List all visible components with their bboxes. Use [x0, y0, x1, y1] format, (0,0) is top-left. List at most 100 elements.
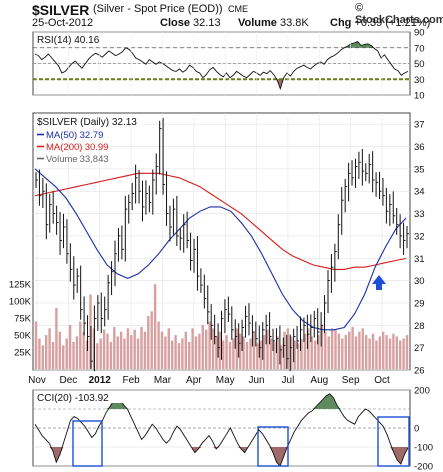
- price-tick-label: 31: [414, 254, 425, 265]
- volume-bar: [245, 341, 249, 369]
- volume-bar: [68, 324, 72, 369]
- x-tick-label: Aug: [310, 375, 328, 386]
- x-tick-label: Nov: [28, 375, 46, 386]
- chg-value: +0.39 (+1.21%): [354, 17, 431, 29]
- ma50-line: [34, 168, 407, 331]
- volume-legend-name: Volume: [46, 154, 78, 165]
- volume-bar: [160, 331, 164, 369]
- annotation-box: [377, 416, 410, 467]
- volume-bar: [273, 341, 276, 369]
- price-tick-label: 27: [414, 343, 425, 354]
- volume-bar: [150, 311, 153, 369]
- volume-bar: [313, 340, 317, 369]
- price-legend-title: $SILVER (Daily) 32.13: [37, 117, 137, 128]
- x-tick-label: Oct: [374, 375, 390, 386]
- volume-bar: [361, 328, 364, 369]
- annotation-box: [257, 426, 289, 467]
- volume-bar: [368, 338, 371, 369]
- rsi-tick-label: 10: [414, 91, 425, 102]
- volume-bar: [378, 336, 381, 369]
- volume-bar: [239, 333, 242, 369]
- volume-bar: [371, 333, 375, 369]
- volume-bar: [303, 333, 307, 369]
- volume-bar: [157, 321, 160, 369]
- x-tick-label: Jul: [282, 375, 295, 386]
- rsi-legend-bg: [35, 34, 133, 45]
- volume-bar: [252, 331, 256, 369]
- volume-bar: [130, 335, 133, 369]
- volume-bar: [351, 326, 354, 369]
- volume-bar: [218, 331, 221, 369]
- volume-legend-value: 33,843: [80, 154, 109, 165]
- volume-bar: [133, 329, 136, 369]
- ma200-line: [34, 172, 407, 270]
- annotation-arrow-icon: [372, 275, 386, 290]
- volume-bar: [188, 341, 191, 369]
- instrument-name: (Silver - Spot Price (EOD)): [93, 3, 223, 15]
- volume-bar: [262, 335, 266, 369]
- volume-readout: Volume 33.8K: [238, 17, 309, 29]
- volume-bar: [283, 331, 286, 369]
- volume-bar: [249, 338, 252, 369]
- volume-bar: [341, 338, 344, 369]
- price-tick-label: 30: [414, 276, 425, 287]
- volume-bar: [330, 328, 334, 369]
- price-tick-label: 28: [414, 321, 425, 332]
- volume-bar: [153, 284, 157, 369]
- volume-bar: [143, 331, 147, 369]
- volume-bar: [242, 336, 245, 369]
- volume-bar: [225, 335, 228, 369]
- volume-bar: [191, 328, 194, 369]
- price-tick-label: 26: [414, 366, 425, 377]
- volume-bar: [65, 338, 68, 369]
- volume-bar: [354, 336, 358, 369]
- volume-bar: [293, 340, 296, 369]
- volume-bar: [126, 328, 130, 369]
- x-tick-label: May: [216, 375, 235, 386]
- volume-bar: [375, 340, 378, 369]
- volume-bar: [116, 336, 119, 369]
- date: 25-Oct-2012: [32, 17, 94, 29]
- x-tick-label: Jun: [249, 375, 265, 386]
- cci-legend-bg: [35, 392, 135, 403]
- close-value: 32.13: [193, 17, 221, 29]
- volume-bar: [174, 335, 177, 369]
- volume-bar: [119, 331, 123, 369]
- cci-tick-label: 200: [414, 386, 430, 397]
- volume-bar: [324, 331, 327, 369]
- volume-bars: [34, 284, 409, 370]
- volume-bar: [392, 333, 395, 369]
- volume-bar: [327, 336, 330, 369]
- volume-bar: [123, 338, 126, 369]
- chart-header: $SILVER (Silver - Spot Price (EOD)) CME …: [0, 0, 443, 30]
- ma50-legend-value: 32.79: [80, 130, 104, 141]
- volume-bar: [136, 338, 140, 369]
- volume-bar: [58, 331, 61, 369]
- x-tick-label: Mar: [154, 375, 172, 386]
- volume-bar: [310, 336, 313, 369]
- volume-bar: [395, 336, 398, 369]
- volume-bar: [228, 341, 232, 369]
- volume-bar: [266, 329, 269, 369]
- volume-bar: [106, 333, 109, 369]
- price-tick-label: 29: [414, 298, 425, 309]
- volume-bar: [34, 321, 38, 369]
- volume-bar: [75, 336, 79, 369]
- volume-bar: [72, 341, 75, 369]
- price-tick-label: 37: [414, 120, 425, 131]
- cci-tick-label: -200: [414, 462, 433, 472]
- volume-bar: [259, 340, 262, 369]
- change-readout: Chg +0.39 (+1.21%): [330, 17, 430, 29]
- volume-bar: [55, 307, 58, 369]
- volume-bar: [388, 338, 392, 369]
- volume-bar: [276, 336, 279, 369]
- price-tick-label: 32: [414, 231, 425, 242]
- volume-bar: [235, 328, 238, 369]
- price-tick-label: 33: [414, 209, 425, 220]
- close-readout: Close 32.13: [160, 17, 221, 29]
- stockcharts-logo: © StockCharts.com: [355, 2, 443, 26]
- volume-bar: [164, 336, 167, 369]
- ma200-legend-name: MA(200): [46, 142, 82, 153]
- volume-bar: [102, 329, 106, 369]
